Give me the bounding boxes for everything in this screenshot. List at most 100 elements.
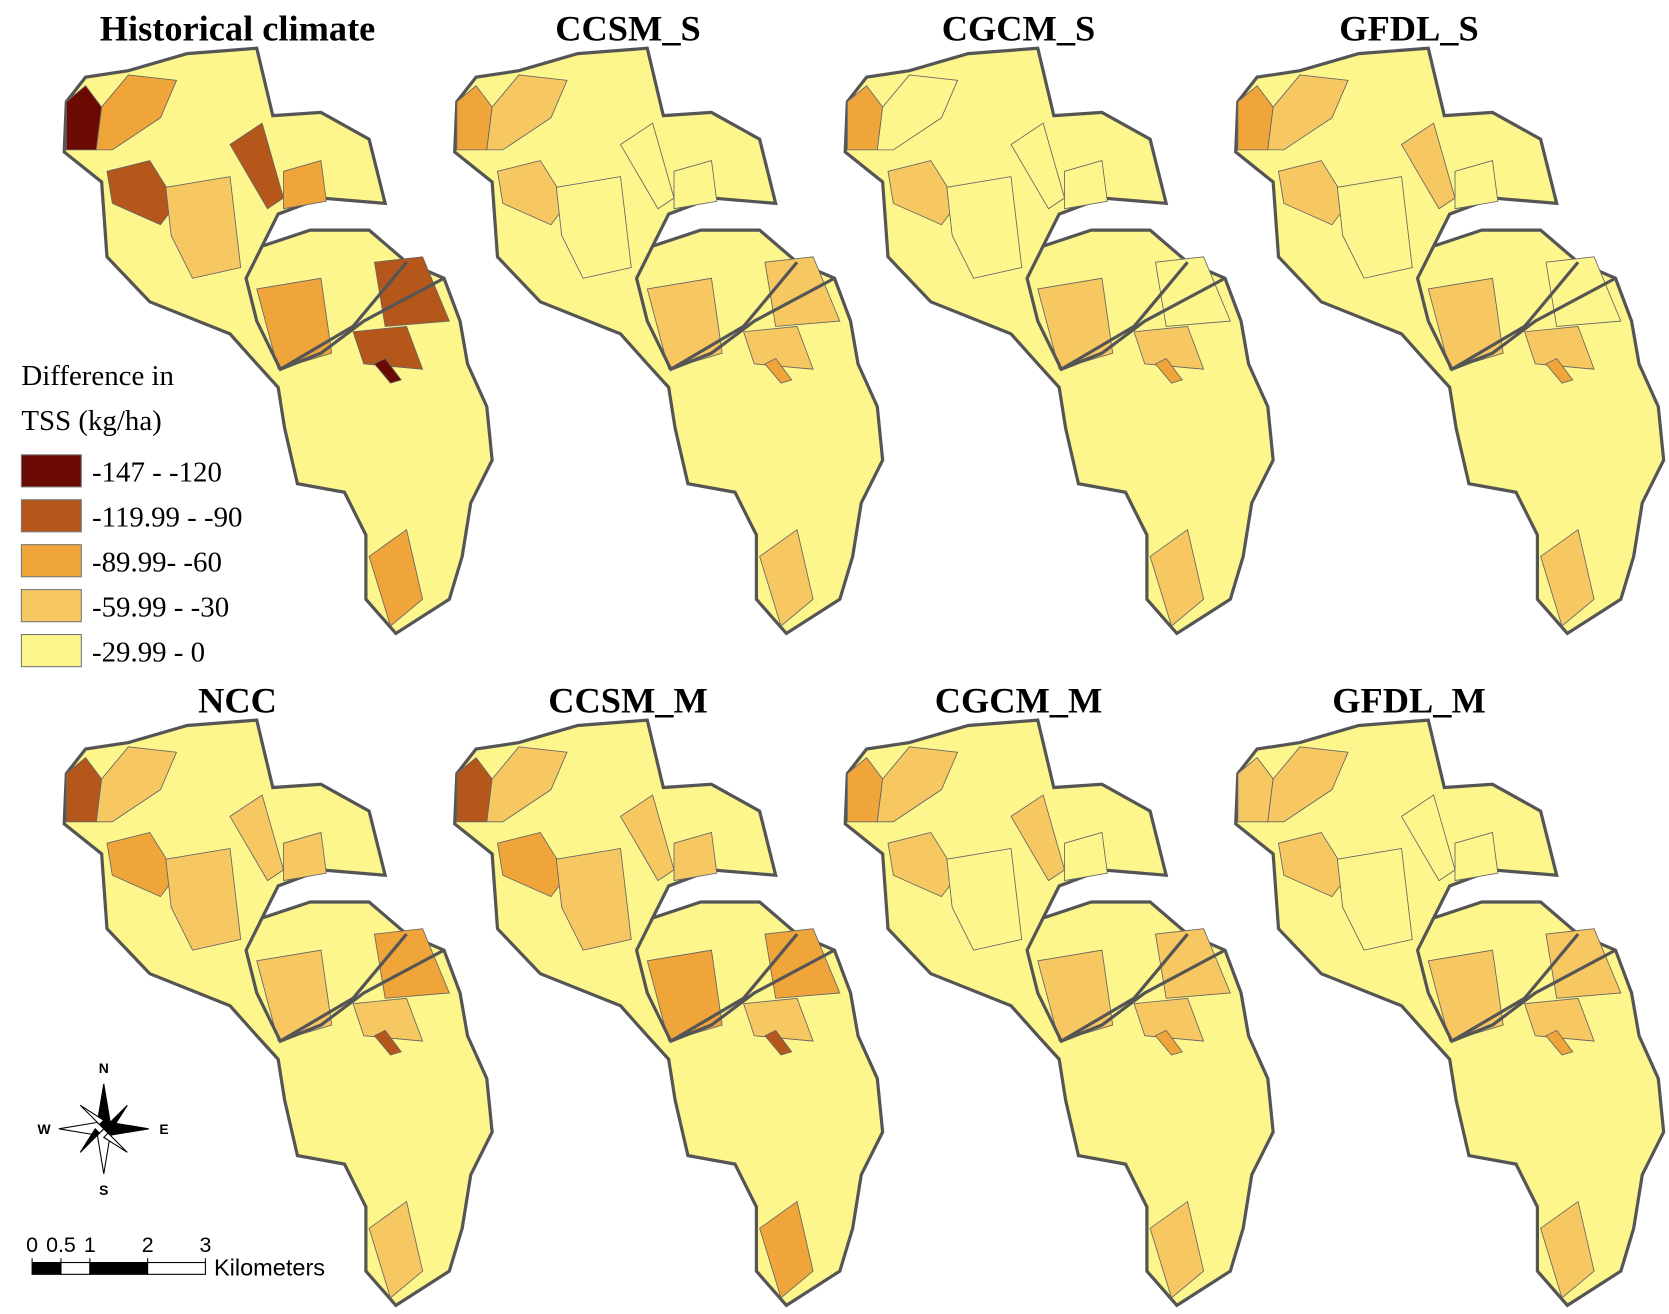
legend-label: -29.99 - 0 [92,636,205,668]
map-panel: Historical climate [62,9,494,636]
subbasin [1545,1029,1574,1056]
scale-segment [147,1262,206,1275]
subbasin [1267,746,1349,823]
legend-swatch [20,633,82,668]
subbasin [368,528,424,627]
basin-divide [670,948,836,1043]
panel-title: GFDL_M [1332,681,1486,721]
subbasin [1037,277,1114,370]
compass-n: N [99,1060,109,1076]
basin-divide [1415,245,1580,372]
basin-divide [634,245,799,372]
basin-divide [634,917,799,1044]
subbasin [1037,949,1114,1042]
legend-title: TSS (kg/ha) [21,405,161,437]
basin-divide [1060,948,1226,1043]
subbasin [1154,357,1183,384]
panel-title: CCSM_M [548,681,708,721]
subbasin [256,949,333,1042]
subbasin [764,1029,793,1056]
scale-segment [89,1262,149,1275]
legend-swatch [20,499,82,533]
subbasin [555,176,632,279]
subbasin [1336,176,1413,279]
basin-divide [1415,917,1580,1044]
subbasin [759,528,814,627]
subbasin [283,160,327,210]
subbasin [1154,928,1231,999]
map-panel: CCSM_M [453,681,885,1308]
subbasin [165,176,242,279]
scale-label: 1 [84,1233,96,1257]
subbasin [764,357,793,384]
basin-divide [279,276,445,371]
subbasin [1133,325,1205,370]
scale-label: 0.5 [46,1233,76,1257]
subbasin [1427,277,1504,370]
legend-title: Difference in [21,360,174,392]
subbasin [1267,74,1349,151]
scale-segment [60,1262,91,1275]
subbasin [256,277,333,370]
subbasin [555,848,632,951]
subbasin [1540,1200,1595,1299]
compass-e: E [159,1121,168,1137]
subbasin [1149,528,1205,627]
subbasin [764,256,841,327]
subbasin [373,928,450,999]
compass-w: W [37,1121,51,1137]
subbasin [1545,928,1622,999]
panel-title: Historical climate [100,9,376,49]
subbasin [1454,160,1499,210]
map-panel: GFDL_S [1234,9,1666,636]
subbasin [1133,997,1205,1042]
subbasin [742,997,814,1042]
legend-swatch [20,544,82,578]
subbasin [673,831,718,882]
subbasin [283,831,327,882]
scale-label: 2 [142,1233,154,1257]
subbasin [742,325,814,370]
subbasin [764,928,841,999]
basin-divide [1025,917,1189,1044]
scale-label: 3 [199,1233,211,1257]
basin-divide [1451,948,1617,1043]
subbasin [95,74,178,151]
subbasin [1154,1029,1183,1056]
subbasin [373,256,450,327]
subbasin [946,848,1023,951]
subbasin [1545,256,1622,327]
basin-divide [1060,276,1226,371]
legend-swatch [20,454,82,488]
subbasin [1523,997,1595,1042]
subbasin [1149,1200,1205,1299]
subbasin [352,997,424,1042]
subbasin [673,160,718,210]
legend-swatch [20,589,82,623]
subbasin [1427,949,1504,1042]
scale-label: 0 [26,1233,38,1257]
panel-title: CGCM_M [935,681,1103,721]
legend-label: -89.99- -60 [92,546,222,578]
subbasin [1454,831,1499,882]
map-panel: CGCM_S [843,9,1275,636]
basin-divide [1025,245,1189,372]
subbasin [486,74,568,151]
panel-title: CCSM_S [555,9,700,49]
scale-segment [31,1262,62,1275]
panel-title: NCC [198,681,277,721]
subbasin [486,746,568,823]
basin-divide [1451,276,1617,371]
subbasin [1064,831,1108,882]
subbasin [368,1200,424,1299]
subbasin [646,949,723,1042]
subbasin [759,1200,814,1299]
subbasin [1336,848,1413,951]
legend-label: -119.99 - -90 [92,501,243,533]
map-panel: GFDL_M [1234,681,1666,1308]
subbasin [876,746,959,823]
legend-label: -147 - -120 [92,457,222,489]
compass-s: S [99,1182,108,1198]
map-panel: NCC [62,681,494,1308]
